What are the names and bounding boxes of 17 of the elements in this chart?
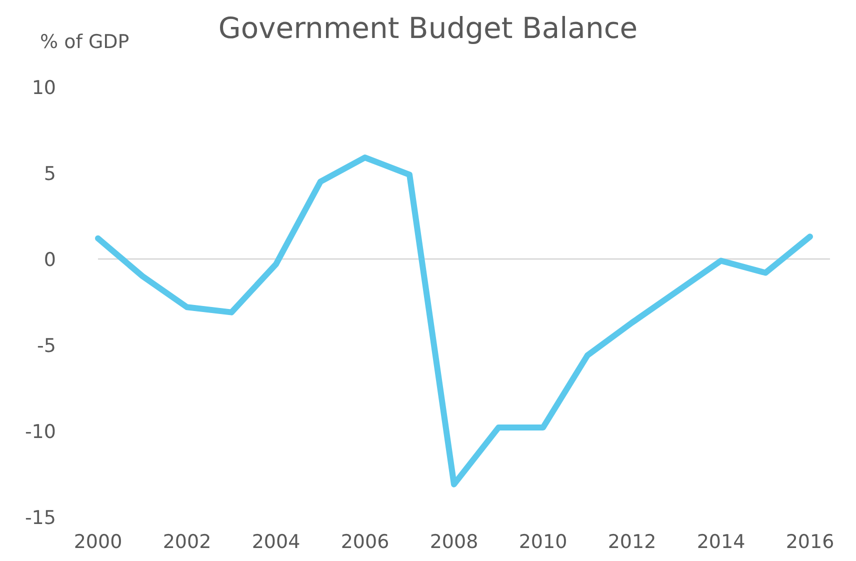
x-tick-label: 2016: [786, 531, 834, 553]
y-tick-label: 5: [44, 163, 56, 185]
chart-title: Government Budget Balance: [218, 11, 638, 45]
y-tick-label: -10: [24, 421, 56, 443]
x-tick-label: 2008: [430, 531, 478, 553]
x-tick-label: 2002: [162, 531, 212, 553]
y-tick-label: -15: [24, 507, 56, 529]
x-tick-label: 2004: [252, 531, 300, 553]
x-tick-label: 2012: [608, 531, 656, 553]
x-tick-label: 2014: [696, 531, 746, 553]
y-tick-label: 10: [32, 77, 56, 99]
y-tick-label: 0: [44, 249, 56, 271]
y-axis-title: % of GDP: [40, 31, 130, 53]
x-tick-label: 2000: [74, 531, 122, 553]
x-tick-label: 2010: [518, 531, 568, 553]
x-tick-label: 2006: [340, 531, 390, 553]
y-tick-label: -5: [37, 335, 56, 357]
